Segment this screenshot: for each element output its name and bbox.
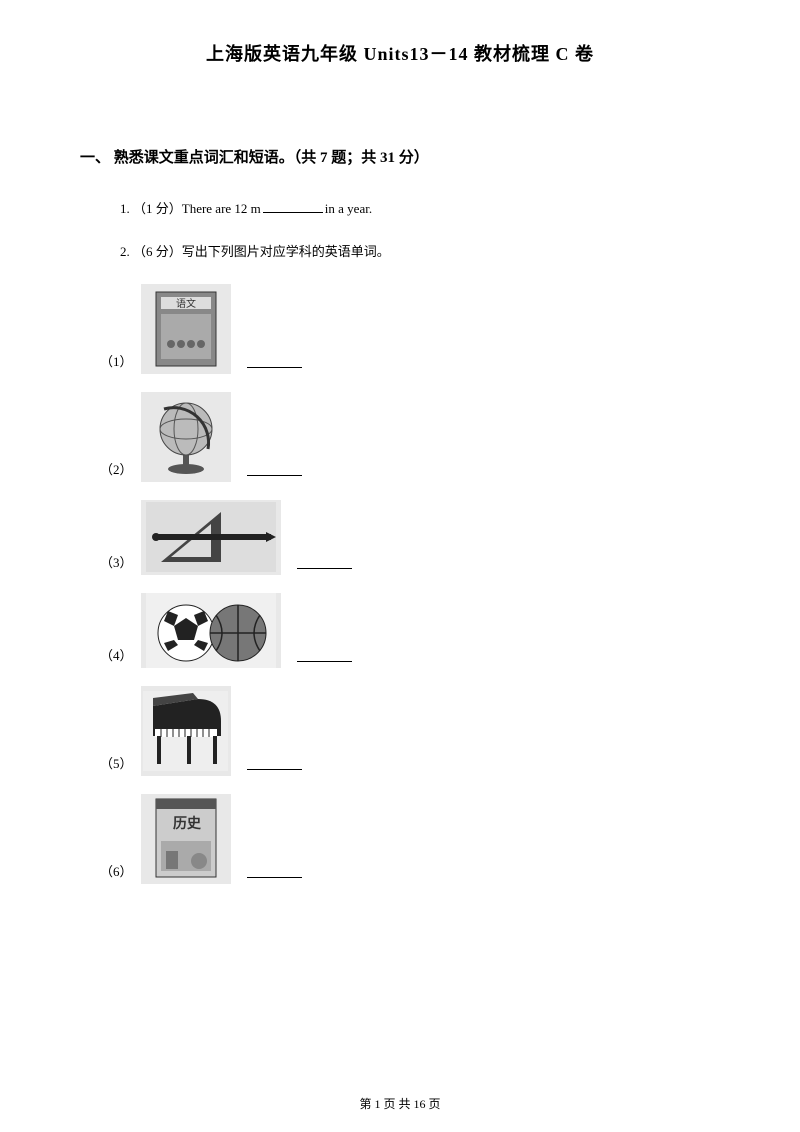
- sub-blank-2[interactable]: [247, 462, 302, 476]
- sub-num-6: （6）: [100, 861, 133, 884]
- image-sports-balls-icon: [141, 593, 281, 668]
- q1-prefix: 1. （1 分）There are 12 m: [120, 201, 261, 216]
- section-header: 一、 熟悉课文重点词汇和短语。（共 7 题；共 31 分）: [80, 146, 720, 167]
- sub-items-list: （1） 语文 （2）: [100, 284, 720, 884]
- q1-blank[interactable]: [263, 199, 323, 213]
- sub-num-3: （3）: [100, 552, 133, 575]
- sub-blank-1[interactable]: [247, 354, 302, 368]
- section-label: 熟悉课文重点词汇和短语。（共 7 题；共 31 分）: [114, 150, 429, 166]
- sub-item-6: （6） 历史: [100, 794, 720, 884]
- sub-blank-5[interactable]: [247, 756, 302, 770]
- svg-text:语文: 语文: [176, 297, 196, 310]
- image-globe-icon: [141, 392, 231, 482]
- footer-prefix: 第: [359, 1097, 374, 1111]
- document-title: 上海版英语九年级 Units13－14 教材梳理 C 卷: [80, 40, 720, 66]
- question-1: 1. （1 分）There are 12 m in a year.: [120, 197, 720, 220]
- footer-mid: 页 共: [380, 1097, 413, 1111]
- q1-suffix: in a year.: [325, 201, 372, 216]
- sub-item-5: （5）: [100, 686, 720, 776]
- sub-blank-3[interactable]: [297, 555, 352, 569]
- sub-blank-4[interactable]: [297, 648, 352, 662]
- footer-suffix: 页: [426, 1097, 441, 1111]
- sub-blank-6[interactable]: [247, 864, 302, 878]
- sub-item-4: （4）: [100, 593, 720, 668]
- image-textbook-icon: 语文: [141, 284, 231, 374]
- sub-num-1: （1）: [100, 351, 133, 374]
- sub-num-5: （5）: [100, 753, 133, 776]
- image-triangle-ruler-icon: [141, 500, 281, 575]
- image-history-book-icon: 历史: [141, 794, 231, 884]
- page-footer: 第 1 页 共 16 页: [0, 1095, 800, 1112]
- image-piano-icon: [141, 686, 231, 776]
- sub-item-1: （1） 语文: [100, 284, 720, 374]
- sub-num-4: （4）: [100, 645, 133, 668]
- footer-total: 16: [414, 1097, 426, 1111]
- section-number: 一、: [80, 150, 110, 166]
- svg-text:历史: 历史: [173, 816, 202, 832]
- question-2: 2. （6 分）写出下列图片对应学科的英语单词。: [120, 240, 720, 263]
- sub-num-2: （2）: [100, 459, 133, 482]
- page-container: 上海版英语九年级 Units13－14 教材梳理 C 卷 一、 熟悉课文重点词汇…: [0, 0, 800, 962]
- sub-item-3: （3）: [100, 500, 720, 575]
- sub-item-2: （2）: [100, 392, 720, 482]
